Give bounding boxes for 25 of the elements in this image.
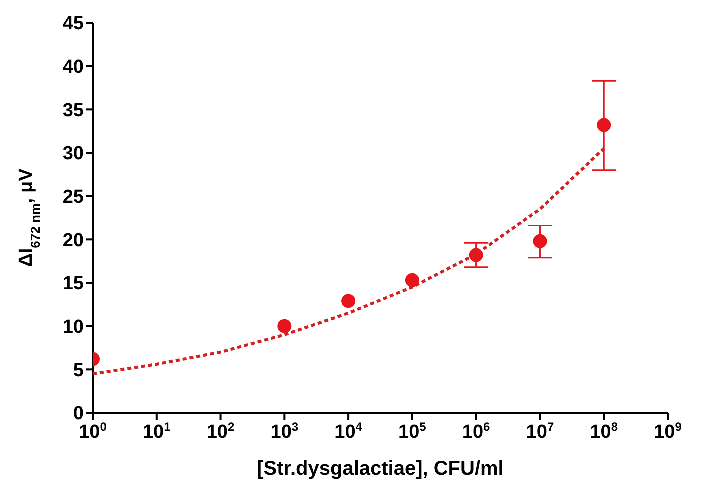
x-tick-label: 10$^{3}$ xyxy=(270,420,299,443)
y-tick-label: 20 xyxy=(62,230,84,252)
point xyxy=(597,118,612,132)
y-tick-label: 25 xyxy=(62,187,84,208)
x-tick-label: 10$^{6}$ xyxy=(462,420,491,443)
line-series xyxy=(93,147,606,376)
x-tick-label: 10$^{2}$ xyxy=(206,420,236,443)
y-tick-label: 30 xyxy=(62,144,84,165)
point xyxy=(278,319,292,334)
x-tick-label: 10$^{4}$ xyxy=(334,420,363,443)
y-tick-label: 35 xyxy=(62,100,84,122)
x-tick-label: 10$^{9}$ xyxy=(654,420,682,443)
y-tick-label: 40 xyxy=(62,57,84,78)
x-tick-label: 10$^{1}$ xyxy=(142,420,172,443)
point xyxy=(342,294,356,308)
x-tick-label: 10$^{8}$ xyxy=(590,420,618,443)
x-tick-label: 10$^{5}$ xyxy=(398,420,427,443)
y-tick-label: 15 xyxy=(62,274,84,295)
x-axis-title: [Str.dysgalactiae], CFU/ml xyxy=(257,458,504,480)
y-tick-label: 45 xyxy=(62,14,84,35)
point xyxy=(405,273,420,288)
point xyxy=(533,234,548,248)
y-tick-label: 10 xyxy=(62,317,84,338)
x-tick-label: 10$^{7}$ xyxy=(526,420,554,443)
y-tick-label: 5 xyxy=(73,360,84,382)
